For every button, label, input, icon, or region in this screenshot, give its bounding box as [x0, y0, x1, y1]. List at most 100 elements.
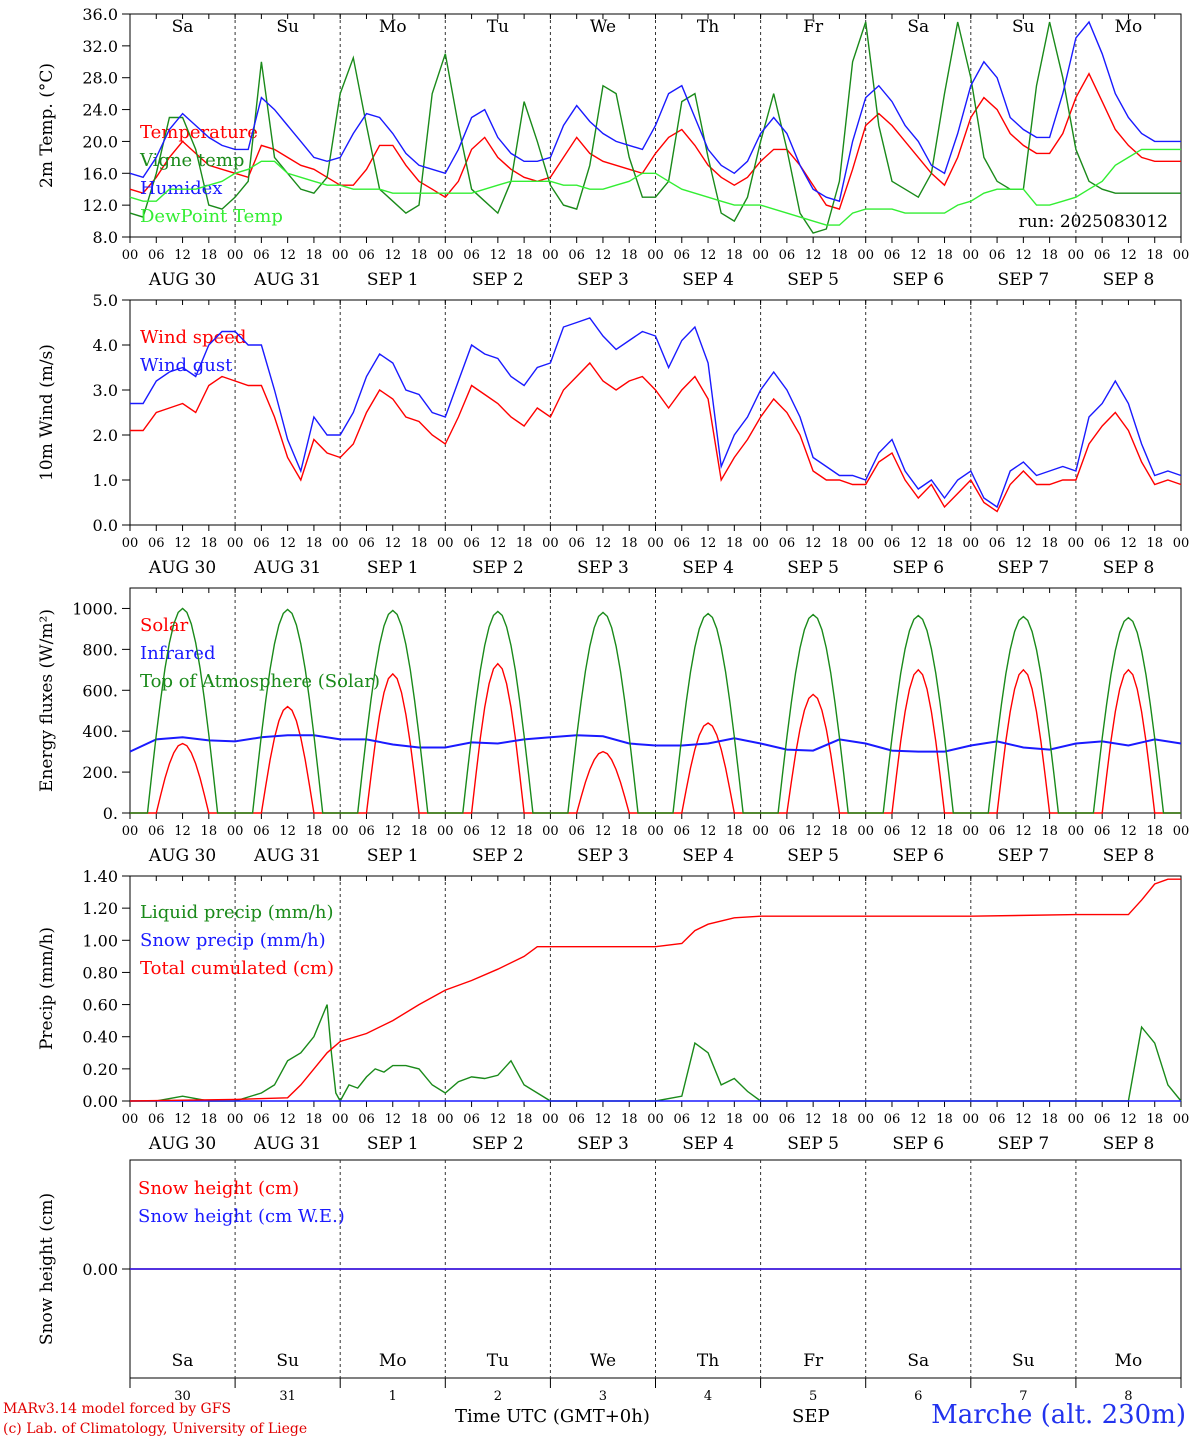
date-label: SEP 7 — [997, 846, 1049, 866]
date-label: SEP 6 — [892, 1134, 944, 1154]
x-tick-label: 18 — [411, 248, 428, 263]
x-tick-label: 12 — [595, 1112, 612, 1127]
x-tick-label: 06 — [253, 248, 270, 263]
date-label: SEP 7 — [997, 558, 1049, 578]
model-credit: MARv3.14 model forced by GFS — [3, 1401, 232, 1417]
weekday-label-bottom: We — [590, 1351, 616, 1371]
x-tick-label: 06 — [148, 1112, 165, 1127]
x-tick-label: 12 — [1120, 1112, 1137, 1127]
y-tick-label: 1.0 — [93, 471, 118, 490]
y-tick-label: 400. — [82, 722, 118, 741]
x-tick-label: 12 — [1015, 248, 1032, 263]
x-tick-label: 18 — [621, 1112, 638, 1127]
day-number-label: 4 — [704, 1389, 712, 1404]
x-tick-label: 12 — [1015, 1112, 1032, 1127]
legend-entry: Snow height (cm W.E.) — [138, 1206, 345, 1227]
date-label: AUG 30 — [148, 558, 216, 578]
y-tick-label: 0.60 — [82, 996, 118, 1015]
x-tick-label: 12 — [1120, 536, 1137, 551]
x-tick-label: 18 — [1146, 1112, 1163, 1127]
x-tick-label: 12 — [595, 536, 612, 551]
x-tick-label: 12 — [700, 1112, 717, 1127]
x-tick-label: 00 — [542, 1112, 559, 1127]
x-tick-label: 00 — [1068, 248, 1085, 263]
x-tick-label: 00 — [122, 536, 139, 551]
x-tick-label: 00 — [647, 248, 664, 263]
x-tick-label: 06 — [463, 536, 480, 551]
date-label: AUG 30 — [148, 270, 216, 290]
weekday-label-bottom: Sa — [172, 1351, 194, 1371]
x-tick-label: 18 — [726, 1112, 743, 1127]
weekday-label: Fr — [803, 17, 824, 37]
date-label: SEP 1 — [367, 558, 419, 578]
x-tick-label: 06 — [148, 248, 165, 263]
x-tick-label: 06 — [568, 536, 585, 551]
legend-entry: Vigne temp — [139, 150, 244, 171]
x-tick-label: 00 — [437, 1112, 454, 1127]
date-label: SEP 5 — [787, 270, 839, 290]
x-axis-title: Time UTC (GMT+0h) — [455, 1406, 650, 1427]
x-tick-label: 18 — [306, 536, 323, 551]
x-tick-label: 00 — [963, 536, 980, 551]
series-line-wind-0 — [130, 361, 1182, 513]
date-label: SEP 5 — [787, 846, 839, 866]
x-tick-label: 06 — [148, 824, 165, 839]
x-tick-label: 06 — [568, 1112, 585, 1127]
x-tick-label: 06 — [989, 248, 1006, 263]
x-tick-label: 12 — [595, 248, 612, 263]
x-tick-label: 12 — [384, 824, 401, 839]
x-tick-label: 06 — [358, 824, 375, 839]
x-tick-label: 06 — [463, 824, 480, 839]
x-tick-label: 06 — [884, 1112, 901, 1127]
x-tick-label: 06 — [989, 536, 1006, 551]
x-tick-label: 12 — [174, 248, 191, 263]
date-label: SEP 4 — [682, 558, 734, 578]
x-tick-label: 18 — [726, 536, 743, 551]
weekday-label-bottom: Mo — [1115, 1351, 1143, 1371]
weekday-label: Mo — [1115, 17, 1143, 37]
weekday-label: Su — [1012, 17, 1035, 37]
x-tick-label: 18 — [201, 248, 218, 263]
y-tick-label: 200. — [82, 763, 118, 782]
x-tick-label: 00 — [963, 1112, 980, 1127]
x-tick-label: 12 — [279, 1112, 296, 1127]
x-tick-label: 00 — [647, 824, 664, 839]
weekday-label: We — [590, 17, 616, 37]
x-tick-label: 12 — [384, 1112, 401, 1127]
x-tick-label: 12 — [805, 1112, 822, 1127]
x-tick-label: 06 — [1094, 824, 1111, 839]
x-tick-label: 06 — [989, 824, 1006, 839]
date-label: SEP 3 — [577, 1134, 629, 1154]
run-annotation: run: 2025083012 — [1019, 212, 1168, 232]
date-label: SEP 7 — [997, 270, 1049, 290]
x-tick-label: 06 — [1094, 536, 1111, 551]
x-tick-label: 12 — [490, 1112, 507, 1127]
copyright-credit: (c) Lab. of Climatology, University of L… — [3, 1421, 308, 1437]
x-tick-label: 12 — [279, 824, 296, 839]
x-tick-label: 18 — [831, 536, 848, 551]
x-tick-label: 06 — [253, 536, 270, 551]
x-tick-label: 00 — [1173, 536, 1190, 551]
legend-entry: Liquid precip (mm/h) — [140, 902, 334, 923]
x-tick-label: 06 — [779, 824, 796, 839]
weekday-label-bottom: Su — [276, 1351, 299, 1371]
y-tick-label: 32.0 — [82, 37, 118, 56]
x-tick-label: 18 — [516, 824, 533, 839]
y-axis-label-snow: Snow height (cm) — [37, 1193, 57, 1345]
x-tick-label: 00 — [227, 536, 244, 551]
x-tick-label: 00 — [647, 1112, 664, 1127]
x-tick-label: 06 — [148, 536, 165, 551]
weekday-label-bottom: Tu — [487, 1351, 509, 1371]
station-name: Marche (alt. 230m) — [931, 1400, 1186, 1430]
x-tick-label: 12 — [490, 536, 507, 551]
x-tick-label: 06 — [568, 248, 585, 263]
x-tick-label: 18 — [306, 824, 323, 839]
date-label: SEP 3 — [577, 846, 629, 866]
date-label: SEP 1 — [367, 1134, 419, 1154]
x-tick-label: 00 — [542, 824, 559, 839]
series-line-temp-2 — [129, 20, 1181, 203]
x-tick-label: 06 — [253, 1112, 270, 1127]
x-tick-label: 00 — [437, 824, 454, 839]
x-tick-label: 12 — [700, 248, 717, 263]
x-tick-label: 18 — [306, 248, 323, 263]
